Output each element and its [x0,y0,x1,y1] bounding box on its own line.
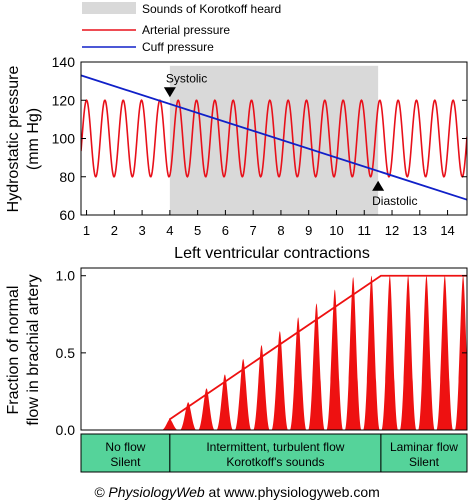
legend: Sounds of Korotkoff heard Arterial press… [82,2,281,54]
contraction-x-tick-label: 13 [413,223,427,238]
flow-pulse [436,275,454,430]
contraction-x-tick-label: 9 [305,223,312,238]
legend-swatch-korotkoff [82,2,136,14]
flow-pulse [381,275,399,430]
pressure-y-axis: 60 80 100 120 140 [52,54,467,223]
footer-brand: © PhysiologyWeb [94,484,205,500]
phase-box-bg [80,433,171,473]
phase-line2: Silent [409,455,440,469]
pressure-y-tick-label: 120 [52,92,76,108]
phase-line1: Laminar flow [390,440,458,454]
flow-y-tick-label: 0.0 [56,422,76,438]
pressure-y-tick-label: 60 [59,207,75,223]
phase-box: Intermittent, turbulent flowKorotkoff's … [169,433,382,473]
phase-line2: Silent [110,455,141,469]
flow-y-axis: 0.0 0.5 1.0 [56,268,467,438]
contraction-x-tick-label: 4 [166,223,173,238]
flow-y-axis-sublabel: flow in brachial artery [25,274,42,425]
footer-credit: © PhysiologyWeb at www.physiologyweb.com [94,484,380,500]
legend-label-arterial: Arterial pressure [142,23,230,37]
flow-plot-frame [80,267,468,431]
systolic-marker-icon [163,87,176,98]
arterial-pressure-line [81,99,467,178]
pressure-y-axis-unit: (mm Hg) [25,108,42,170]
flow-pulse [179,402,197,430]
cuff-pressure-line [80,74,468,201]
diastolic-marker-icon [372,180,385,191]
contraction-x-tick-label: 5 [194,223,201,238]
pressure-y-tick-label: 80 [59,169,75,185]
contraction-x-tick-label: 14 [440,223,454,238]
flow-pulse [308,303,325,430]
flow-pulses [161,275,467,430]
contraction-x-tick-label: 3 [138,223,145,238]
phase-line1: No flow [105,440,145,454]
contraction-x-tick-label: 6 [222,223,229,238]
diastolic-annotation: Diastolic [372,194,417,208]
pressure-y-tick-label: 140 [52,54,76,70]
contraction-x-tick-label: 2 [111,223,118,238]
footer-at: at [205,484,224,500]
flow-y-axis-label: Fraction of normal [5,286,22,415]
flow-pulse [454,275,467,430]
phase-line2: Korotkoff's sounds [226,455,324,469]
flow-pulse [198,388,215,430]
flow-pulse [363,275,380,430]
contraction-x-tick-label: 8 [277,223,284,238]
flow-pulse [289,317,307,430]
systolic-annotation: Systolic [166,71,207,85]
flow-chart: 0.0 0.5 1.0 Fraction of normal flow in bra… [5,267,468,438]
flow-pulse [216,374,234,430]
contraction-x-tick-label: 10 [329,223,343,238]
flow-y-tick-label: 0.5 [56,345,76,361]
flow-pulse [271,331,289,430]
flow-pulse [399,275,417,430]
flow-pulse [344,277,362,430]
contraction-x-axis: 1 2 3 4 5 6 7 8 9 10 11 12 13 14 [83,210,455,238]
contraction-x-tick-label: 1 [83,223,90,238]
footer-url[interactable]: www.physiologyweb.com [223,484,380,500]
contraction-x-tick-label: 12 [385,223,399,238]
flow-pulse [234,359,252,430]
contraction-x-tick-label: 11 [358,223,372,238]
phase-line1: Intermittent, turbulent flow [206,440,344,454]
x-axis-label: Left ventricular contractions [174,245,370,262]
flow-pulse [326,289,344,430]
pressure-y-axis-label: Hydrostatic pressure [5,66,22,213]
legend-label-cuff: Cuff pressure [142,40,214,54]
legend-label-korotkoff: Sounds of Korotkoff heard [142,2,281,16]
flow-pulse [253,345,270,430]
flow-pulse [418,275,435,430]
contraction-x-tick-label: 7 [250,223,257,238]
flow-envelope-line [168,274,467,430]
flow-y-tick-label: 1.0 [56,268,76,284]
pressure-y-tick-label: 100 [52,131,76,147]
phase-box-bg [380,433,468,473]
